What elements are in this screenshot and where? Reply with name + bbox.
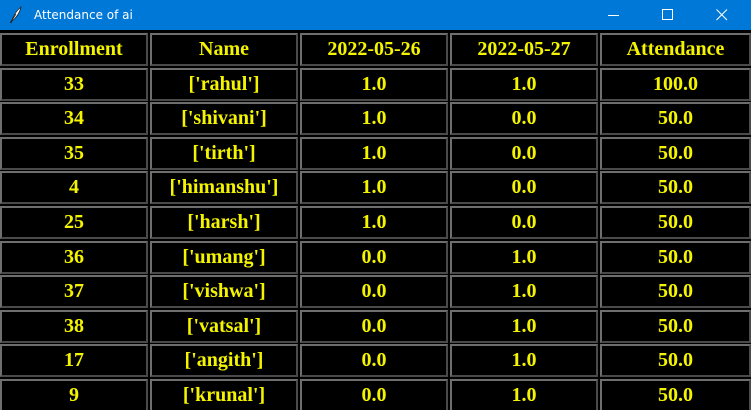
header-enrollment: Enrollment: [0, 33, 148, 66]
cell-enrollment: 34: [0, 102, 148, 135]
cell-date-1: 0.0: [300, 310, 448, 343]
cell-attendance: 50.0: [600, 379, 751, 410]
cell-date-1: 1.0: [300, 102, 448, 135]
close-icon: [716, 9, 728, 21]
window-title: Attendance of ai: [34, 8, 133, 22]
maximize-icon: [662, 9, 673, 20]
cell-attendance: 50.0: [600, 344, 751, 377]
cell-enrollment: 17: [0, 344, 148, 377]
cell-enrollment: 36: [0, 241, 148, 274]
cell-name: ['tirth']: [150, 137, 298, 170]
cell-date-1: 0.0: [300, 275, 448, 308]
cell-attendance: 50.0: [600, 102, 751, 135]
cell-date-2: 1.0: [450, 379, 598, 410]
close-button[interactable]: [699, 0, 745, 30]
cell-date-1: 0.0: [300, 344, 448, 377]
minimize-icon: [608, 15, 619, 16]
cell-date-2: 0.0: [450, 206, 598, 239]
cell-date-1: 1.0: [300, 68, 448, 101]
cell-attendance: 100.0: [600, 68, 751, 101]
cell-attendance: 50.0: [600, 206, 751, 239]
cell-date-2: 0.0: [450, 102, 598, 135]
cell-date-1: 1.0: [300, 171, 448, 204]
cell-date-2: 1.0: [450, 275, 598, 308]
cell-date-1: 0.0: [300, 379, 448, 410]
cell-name: ['shivani']: [150, 102, 298, 135]
cell-date-1: 1.0: [300, 206, 448, 239]
cell-enrollment: 25: [0, 206, 148, 239]
cell-name: ['himanshu']: [150, 171, 298, 204]
maximize-button[interactable]: [645, 0, 691, 30]
header-attendance: Attendance: [600, 33, 751, 66]
cell-date-1: 1.0: [300, 137, 448, 170]
header-date-2: 2022-05-27: [450, 33, 598, 66]
feather-icon: [8, 6, 24, 24]
title-bar[interactable]: Attendance of ai: [0, 0, 751, 30]
cell-enrollment: 35: [0, 137, 148, 170]
cell-enrollment: 37: [0, 275, 148, 308]
cell-name: ['krunal']: [150, 379, 298, 410]
header-date-1: 2022-05-26: [300, 33, 448, 66]
cell-date-1: 0.0: [300, 241, 448, 274]
cell-name: ['angith']: [150, 344, 298, 377]
cell-enrollment: 38: [0, 310, 148, 343]
cell-date-2: 1.0: [450, 241, 598, 274]
cell-name: ['vishwa']: [150, 275, 298, 308]
cell-attendance: 50.0: [600, 137, 751, 170]
cell-date-2: 1.0: [450, 344, 598, 377]
cell-date-2: 1.0: [450, 310, 598, 343]
cell-attendance: 50.0: [600, 310, 751, 343]
cell-enrollment: 4: [0, 171, 148, 204]
cell-name: ['vatsal']: [150, 310, 298, 343]
cell-name: ['rahul']: [150, 68, 298, 101]
cell-date-2: 0.0: [450, 137, 598, 170]
cell-enrollment: 9: [0, 379, 148, 410]
cell-date-2: 0.0: [450, 171, 598, 204]
cell-attendance: 50.0: [600, 241, 751, 274]
cell-attendance: 50.0: [600, 171, 751, 204]
cell-enrollment: 33: [0, 68, 148, 101]
cell-attendance: 50.0: [600, 275, 751, 308]
attendance-table: Enrollment Name 2022-05-26 2022-05-27 Attend…: [0, 33, 751, 410]
cell-name: ['harsh']: [150, 206, 298, 239]
cell-name: ['umang']: [150, 241, 298, 274]
cell-date-2: 1.0: [450, 68, 598, 101]
minimize-button[interactable]: [591, 0, 637, 30]
header-name: Name: [150, 33, 298, 66]
